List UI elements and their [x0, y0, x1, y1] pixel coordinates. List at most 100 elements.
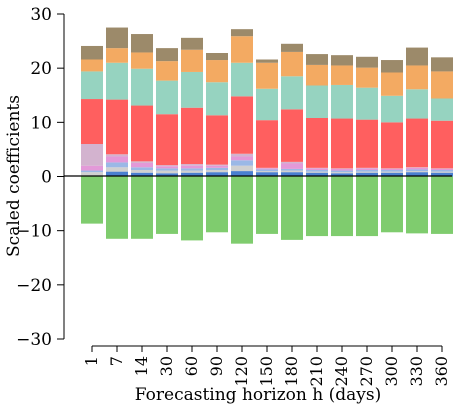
bar-segment-mauve-120 — [231, 153, 253, 157]
bar-segment-pink-60 — [181, 165, 203, 169]
bar-segment-lightblue-120 — [231, 160, 253, 166]
bar-segment-red-180 — [281, 109, 303, 162]
bar-segment-orange-1 — [81, 59, 103, 72]
bar-segment-lightblue-1 — [81, 170, 103, 173]
bar-segment-teal-14 — [131, 68, 153, 106]
bar-segment-teal-7 — [106, 62, 128, 100]
bar-segment-lightblue-300 — [381, 170, 403, 172]
bars-layer — [81, 27, 453, 244]
bar-segment-teal-240 — [331, 84, 353, 119]
bar-segment-mauve-1 — [81, 144, 103, 166]
bar-segment-red-210 — [306, 118, 328, 168]
y-tick-label-30: 30 — [30, 5, 52, 25]
y-axis-title: Scaled coefficients — [4, 95, 24, 257]
bar-segment-neg-0-60 — [181, 176, 203, 241]
bar-segment-orange-30 — [156, 61, 178, 81]
bar-segment-lightblue-90 — [206, 167, 228, 170]
bar-segment-mauve-210 — [306, 167, 328, 169]
bar-segment-pink-330 — [406, 167, 428, 170]
bar-segment-brown-90 — [206, 53, 228, 61]
bar-segment-lightgray-180 — [281, 170, 303, 173]
bar-segment-lightblue-7 — [106, 162, 128, 168]
x-tick-label-240: 240 — [332, 356, 351, 387]
bar-segment-pink-300 — [381, 168, 403, 170]
bar-segment-red-7 — [106, 99, 128, 155]
bar-segment-orange-60 — [181, 49, 203, 72]
bar-segment-blue-60 — [181, 172, 203, 177]
bar-segment-red-330 — [406, 118, 428, 168]
bar-segment-blue-150 — [256, 172, 278, 177]
bar-segment-pink-270 — [356, 168, 378, 170]
bar-segment-teal-150 — [256, 88, 278, 121]
x-tick-label-180: 180 — [282, 356, 301, 387]
bar-segment-brown-330 — [406, 47, 428, 66]
bar-segment-teal-210 — [306, 85, 328, 118]
bar-segment-red-60 — [181, 107, 203, 165]
bar-segment-pink-150 — [256, 168, 278, 170]
bar-segment-orange-270 — [356, 67, 378, 88]
bar-segment-brown-1 — [81, 45, 103, 60]
x-tick-label-7: 7 — [107, 356, 126, 366]
bar-segment-neg-0-210 — [306, 176, 328, 237]
bar-segment-brown-7 — [106, 27, 128, 49]
bar-segment-lightblue-270 — [356, 170, 378, 172]
bar-segment-lightblue-210 — [306, 170, 328, 172]
bar-segment-teal-270 — [356, 87, 378, 120]
bar-segment-orange-360 — [431, 71, 453, 99]
bar-segment-red-300 — [381, 122, 403, 169]
bar-segment-orange-150 — [256, 62, 278, 89]
bar-segment-blue-14 — [131, 172, 153, 177]
bar-segment-mauve-7 — [106, 154, 128, 157]
bar-segment-mauve-360 — [431, 168, 453, 169]
bar-segment-pink-180 — [281, 163, 303, 169]
bar-segment-blue-180 — [281, 172, 303, 177]
bar-segment-lightgray-300 — [381, 171, 403, 173]
bar-segment-mauve-30 — [156, 165, 178, 167]
y-axis: −30 −20 −10 0 10 20 30 — [16, 5, 65, 350]
bar-segment-neg-0-180 — [281, 176, 303, 240]
x-tick-label-1: 1 — [82, 356, 101, 366]
x-tick-label-360: 360 — [432, 356, 451, 387]
bar-segment-lightblue-240 — [331, 170, 353, 173]
bar-segment-neg-0-300 — [381, 176, 403, 233]
x-tick-label-300: 300 — [382, 356, 401, 387]
bar-segment-brown-14 — [131, 34, 153, 53]
bar-segment-red-120 — [231, 96, 253, 154]
bar-segment-mauve-14 — [131, 161, 153, 163]
bar-segment-orange-7 — [106, 48, 128, 63]
x-tick-label-120: 120 — [232, 356, 251, 387]
bar-segment-lightgray-30 — [156, 170, 178, 174]
x-tick-label-270: 270 — [357, 356, 376, 387]
bar-segment-neg-0-330 — [406, 176, 428, 234]
y-tick-label--30: −30 — [16, 330, 52, 350]
bar-segment-lightblue-150 — [256, 169, 278, 172]
bar-segment-teal-180 — [281, 76, 303, 110]
bar-segment-lightgray-90 — [206, 170, 228, 173]
bar-segment-brown-210 — [306, 54, 328, 65]
bar-segment-brown-60 — [181, 37, 203, 50]
bar-segment-teal-330 — [406, 89, 428, 119]
bar-segment-orange-120 — [231, 36, 253, 63]
bar-segment-blue-210 — [306, 172, 328, 177]
bar-segment-pink-1 — [81, 165, 103, 171]
bar-segment-mauve-90 — [206, 164, 228, 166]
bar-segment-lightgray-240 — [331, 172, 353, 174]
bar-segment-pink-240 — [331, 168, 353, 171]
bar-segment-blue-330 — [406, 172, 428, 177]
x-tick-label-14: 14 — [132, 356, 151, 376]
bar-segment-red-270 — [356, 119, 378, 168]
bar-segment-lightblue-180 — [281, 168, 303, 171]
bar-segment-pink-90 — [206, 165, 228, 168]
bar-segment-teal-300 — [381, 95, 403, 123]
bar-segment-brown-180 — [281, 43, 303, 52]
bar-segment-orange-210 — [306, 64, 328, 86]
bar-segment-neg-0-14 — [131, 176, 153, 239]
bar-segment-blue-120 — [231, 171, 253, 177]
bar-segment-neg-0-90 — [206, 176, 228, 233]
bar-segment-teal-90 — [206, 82, 228, 116]
bar-segment-orange-14 — [131, 52, 153, 69]
bar-segment-blue-300 — [381, 172, 403, 177]
bar-segment-mauve-240 — [331, 168, 353, 169]
bar-segment-blue-360 — [431, 172, 453, 177]
bar-segment-orange-330 — [406, 65, 428, 90]
